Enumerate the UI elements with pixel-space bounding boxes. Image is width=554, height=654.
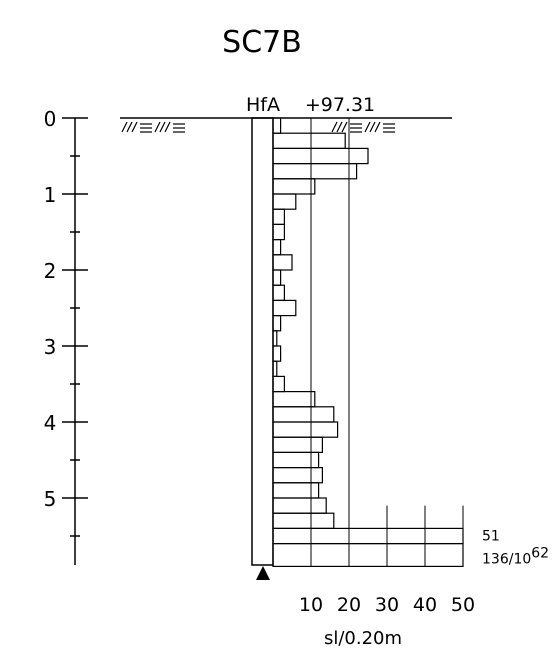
depth-tick-label: 3 [44,335,57,359]
blow-count-bar [272,512,335,530]
blow-count-bar [272,254,293,271]
blow-count-bar [272,239,282,256]
diagram-title: SC7B [222,25,302,60]
depth-axis-labels: 0 1 2 3 4 5 [44,107,57,511]
blow-count-bar [272,542,464,567]
depth-tick-label: 4 [44,411,57,435]
ground-hatch-right [331,121,395,133]
blow-count-bar [272,163,358,180]
blow-count-bar [272,269,282,286]
blow-count-bar [272,467,324,484]
blow-count-bar [272,208,285,225]
depth-tick-label: 0 [44,107,57,131]
refusal-marker-icon [256,566,270,580]
blow-count-bar [272,223,285,241]
blow-count-bar [272,330,278,347]
blow-count-bar [272,482,320,499]
blow-count-bar [272,178,316,195]
bar-value-label: 51 [482,529,500,545]
blow-count-bar [272,451,320,469]
x-tick-label: 40 [413,594,437,616]
depth-axis-ticks [62,117,88,537]
blow-count-bar [272,315,282,332]
blow-count-bar [272,375,285,393]
blow-count-bar [272,132,346,149]
blow-count-bar [272,345,282,362]
blow-count-bar [272,497,327,514]
borehole-column [251,117,274,566]
x-axis-unit-label: sl/0.20m [324,628,402,649]
blow-count-bar [272,117,282,134]
elevation-label: +97.31 [305,94,375,116]
blow-count-bar [272,527,464,545]
blow-count-bar [272,360,278,378]
blow-count-bar [272,436,324,454]
bar-value-label: 136/1062 [482,545,549,567]
depth-tick-label: 2 [44,259,57,283]
x-axis-tick-labels: 10 20 30 40 50 [299,594,475,616]
x-tick-label: 30 [375,594,399,616]
x-tick-label: 20 [337,594,361,616]
blow-count-bar [272,147,369,165]
depth-tick-label: 5 [44,487,57,511]
x-tick-label: 50 [451,594,475,616]
blow-count-bar [272,391,316,408]
x-tick-label: 10 [299,594,323,616]
blow-count-bar [272,299,297,317]
depth-tick-label: 1 [44,183,57,207]
blow-count-bar [272,284,285,302]
blow-count-bar [272,421,339,438]
blow-count-bar [272,406,335,423]
blow-count-bar [272,193,297,210]
blow-count-bars [272,117,464,567]
ground-hatch-left [121,121,185,133]
method-code: HfA [246,94,280,116]
chart-gridlines [310,118,464,567]
